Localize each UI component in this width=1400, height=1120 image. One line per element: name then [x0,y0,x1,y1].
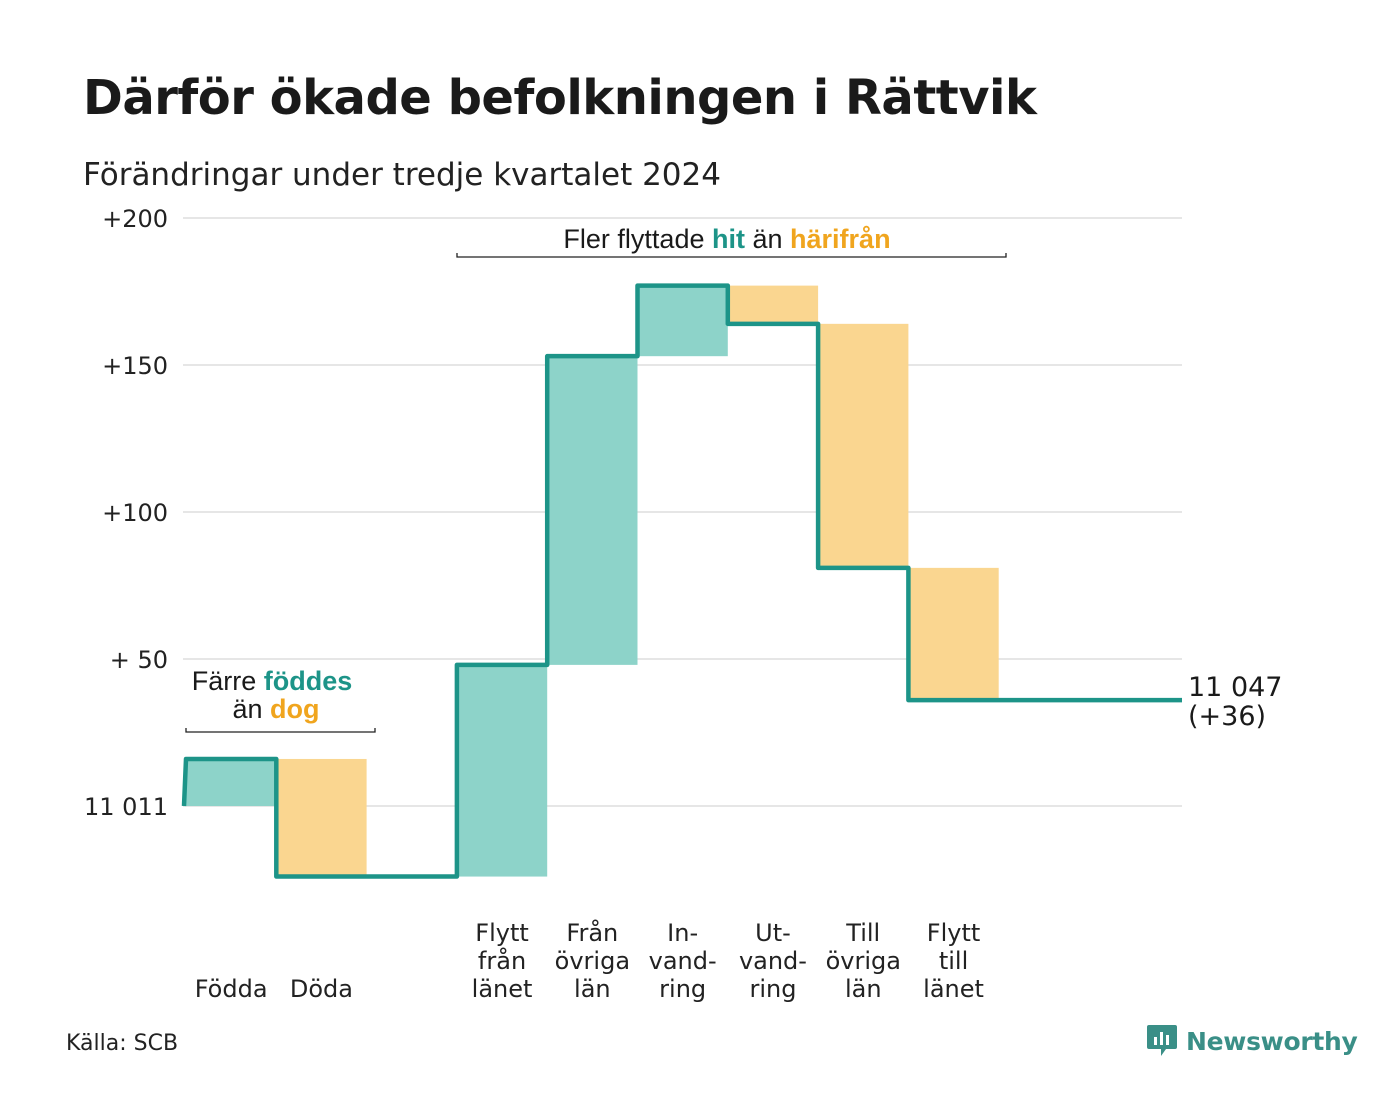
chart-title: Därför ökade befolkningen i Rättvik [83,70,1037,126]
category-label: län [845,975,882,1003]
waterfall-bar [727,285,819,324]
waterfall-bar [276,758,367,877]
annotation-migration-bracket [456,253,1007,258]
brand-logo: Newsworthy [1146,1023,1358,1059]
end-change-label: (+36) [1188,701,1266,732]
waterfall-bar [456,664,548,877]
newsworthy-icon [1147,1025,1177,1056]
category-label: Döda [290,975,353,1003]
y-tick-label: + 50 [110,646,168,674]
category-label: övriga [826,947,901,975]
category-label: Ut- [755,919,791,947]
category-label: Födda [195,975,268,1003]
waterfall-bar [637,285,728,357]
waterfall-bar [908,567,999,701]
category-label: länet [472,975,533,1003]
waterfall-bar [547,356,638,665]
chart-subtitle: Förändringar under tredje kvartalet 2024 [83,157,721,193]
waterfall-bar [186,758,277,806]
category-label: Flytt [475,919,529,947]
cumulative-step-line [181,283,1182,879]
y-tick-label: +200 [102,205,168,233]
category-label: vand- [739,947,807,975]
annotation-births-line1: Färre föddes [192,666,353,696]
brand-name: Newsworthy [1186,1026,1358,1056]
category-label: ring [659,975,706,1003]
category-label: Flytt [927,919,981,947]
category-label: från [478,946,526,975]
annotation-migration: Fler flyttade hit än härifrån [563,224,890,254]
category-label: Från [566,918,618,947]
category-label: till [939,947,968,975]
category-label: Till [845,919,880,947]
y-tick-label: 11 011 [84,793,168,821]
category-label: län [574,975,611,1003]
category-label: länet [923,975,984,1003]
end-value-label: 11 047 [1188,672,1282,703]
y-tick-label: +150 [102,352,168,380]
category-label: ring [749,975,796,1003]
category-label: övriga [555,947,630,975]
y-tick-label: +100 [102,499,168,527]
source-note: Källa: SCB [66,1031,179,1056]
annotation-births-bracket [185,728,376,733]
category-label: vand- [649,947,717,975]
waterfall-bar [818,323,909,568]
category-label: In- [667,919,698,947]
annotation-births-line2: än dog [232,694,319,724]
